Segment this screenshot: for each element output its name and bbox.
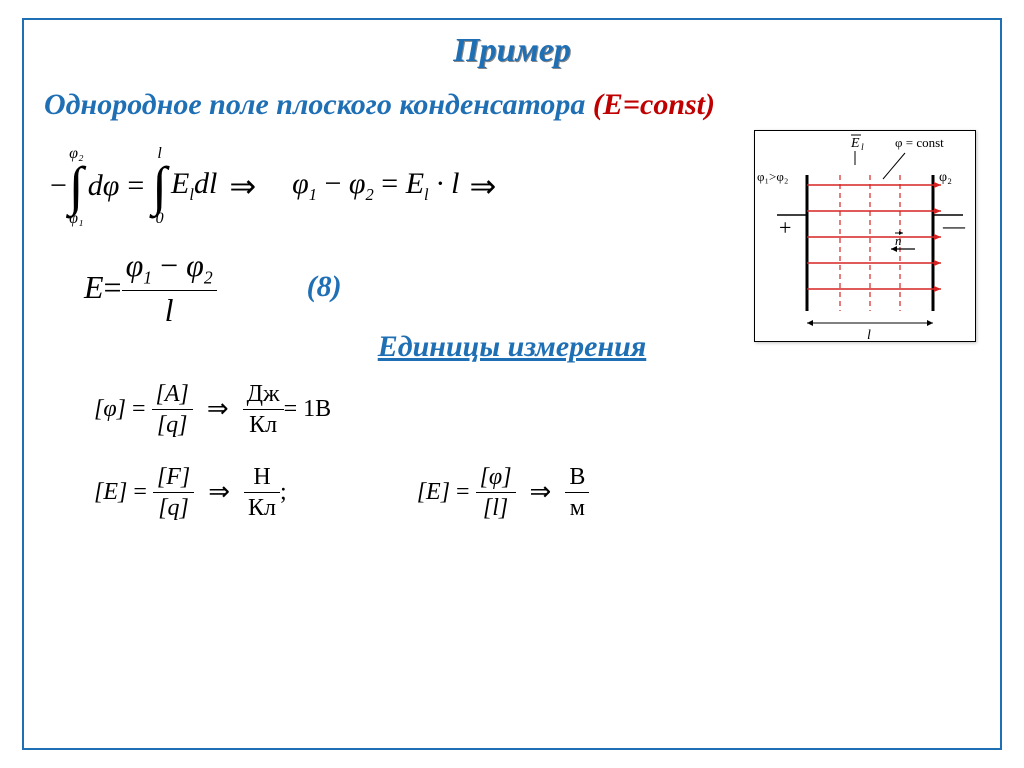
implies-icon: ⇒ (229, 167, 256, 205)
integral-symbol-icon: ∫ (69, 162, 84, 211)
equals: = (133, 479, 147, 506)
integral-2-lower: 0 (156, 211, 164, 227)
subtitle-main: Однородное поле плоского конденсатора (44, 88, 593, 121)
svg-text:l: l (867, 328, 871, 341)
integral-1: φ₂ ∫ φ₁ (69, 146, 84, 227)
page-title: Пример (44, 32, 980, 70)
units-phi-result: Дж Кл (243, 382, 284, 437)
slide: Пример Однородное поле плоского конденса… (0, 0, 1024, 768)
units-Ef-lhs: [E] (94, 479, 127, 506)
svg-text:φ₁>φ₂: φ₁>φ₂ (757, 169, 788, 184)
svg-text:—: — (942, 213, 966, 238)
svg-text:φ = const: φ = const (895, 135, 944, 150)
phi-diff-expr: φ1 − φ2 = El · l (292, 167, 459, 205)
units-Ef-frac: [F] [q] (153, 465, 194, 520)
minus-sign: − (50, 169, 67, 203)
units-Ep-result: В м (565, 465, 589, 520)
integral-2: l ∫ 0 (152, 146, 167, 227)
units-Ep-frac: [φ] [l] (476, 465, 516, 520)
units-phi-row: [φ] = [A] [q] ⇒ Дж Кл = 1В (94, 382, 980, 437)
eq8-fraction: φ1 − φ2 l (122, 249, 217, 326)
subtitle-econst: (E=const) (593, 88, 715, 121)
integral-symbol-icon: ∫ (152, 162, 167, 211)
units-E-row: [E] = [F] [q] ⇒ Н Кл ; [E] = [φ] [l] (94, 465, 980, 520)
units-block: [φ] = [A] [q] ⇒ Дж Кл = 1В [E] = [F] [q (94, 382, 980, 520)
svg-text:φ₂: φ₂ (939, 170, 952, 185)
implies-icon: ⇒ (469, 167, 496, 205)
implies-icon: ⇒ (208, 477, 230, 507)
implies-icon: ⇒ (530, 477, 552, 507)
implies-icon: ⇒ (207, 394, 229, 424)
svg-text:+: + (779, 215, 791, 240)
equals: = (132, 396, 146, 423)
slide-frame: Пример Однородное поле плоского конденса… (22, 18, 1002, 750)
units-phi-frac: [A] [q] (152, 382, 193, 437)
page-subtitle: Однородное поле плоского конденсатора (E… (44, 88, 980, 122)
units-phi-tail: = 1В (284, 396, 332, 423)
svg-text:E: E (850, 136, 860, 151)
units-Ef-tail: ; (280, 479, 287, 506)
equals: = (456, 479, 470, 506)
units-Ef-result: Н Кл (244, 465, 280, 520)
equals-1: = (127, 169, 144, 203)
svg-text:l: l (861, 142, 864, 153)
capacitor-diagram: El φ = const φ₁>φ₂ φ₂ + — n l (754, 130, 976, 342)
svg-text:n: n (895, 233, 902, 248)
capacitor-svg: El φ = const φ₁>φ₂ φ₂ + — n l (755, 131, 975, 341)
integrand-2: Eldl (171, 167, 217, 205)
equation-number-8: (8) (307, 270, 342, 304)
eq8-equals: = (104, 269, 122, 306)
eq8-E: E (84, 269, 104, 306)
units-Ep-lhs: [E] (417, 479, 450, 506)
integral-1-lower: φ₁ (69, 211, 83, 227)
units-phi-lhs: [φ] (94, 396, 126, 423)
integrand-1: dφ (88, 169, 120, 203)
